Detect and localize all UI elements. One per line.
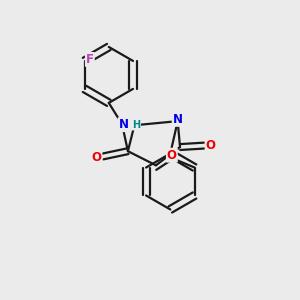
- Text: H: H: [132, 120, 140, 130]
- Text: F: F: [86, 53, 94, 66]
- Text: N: N: [173, 113, 183, 126]
- Text: O: O: [167, 149, 177, 162]
- Text: N: N: [118, 118, 128, 131]
- Text: O: O: [92, 151, 101, 164]
- Text: O: O: [206, 139, 216, 152]
